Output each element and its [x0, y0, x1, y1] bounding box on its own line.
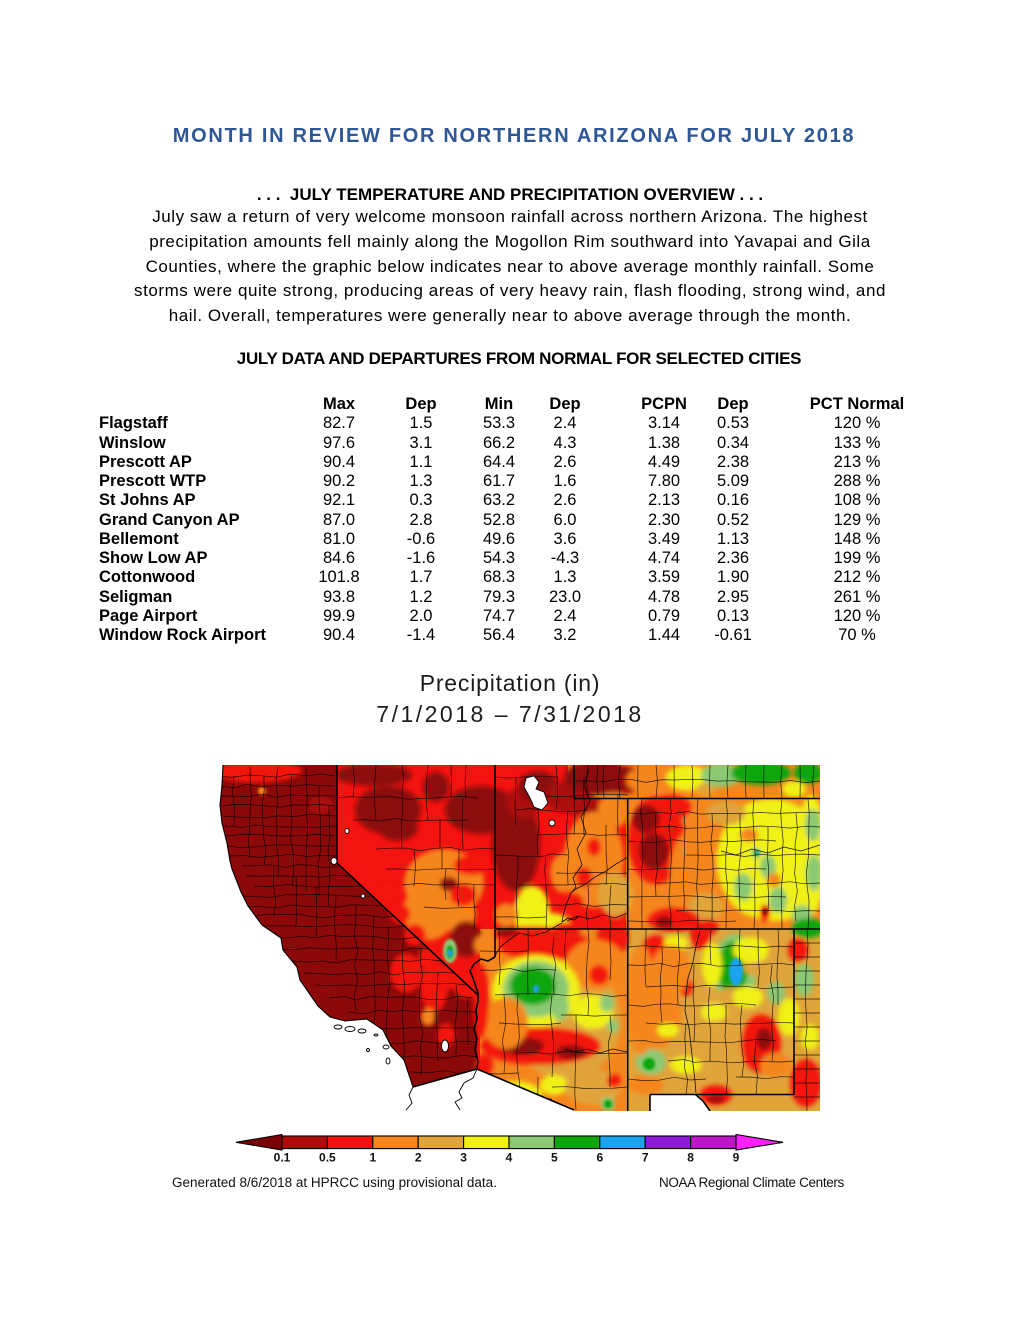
svg-text:4: 4	[506, 1151, 513, 1165]
svg-text:8: 8	[687, 1151, 694, 1165]
svg-text:1: 1	[369, 1151, 376, 1165]
svg-text:3: 3	[460, 1151, 467, 1165]
svg-text:9: 9	[733, 1151, 740, 1165]
svg-text:0.5: 0.5	[319, 1151, 336, 1165]
svg-text:5: 5	[551, 1151, 558, 1165]
svg-text:0.1: 0.1	[274, 1151, 291, 1165]
svg-text:7: 7	[642, 1151, 649, 1165]
svg-text:2: 2	[415, 1151, 422, 1165]
svg-text:6: 6	[596, 1151, 603, 1165]
